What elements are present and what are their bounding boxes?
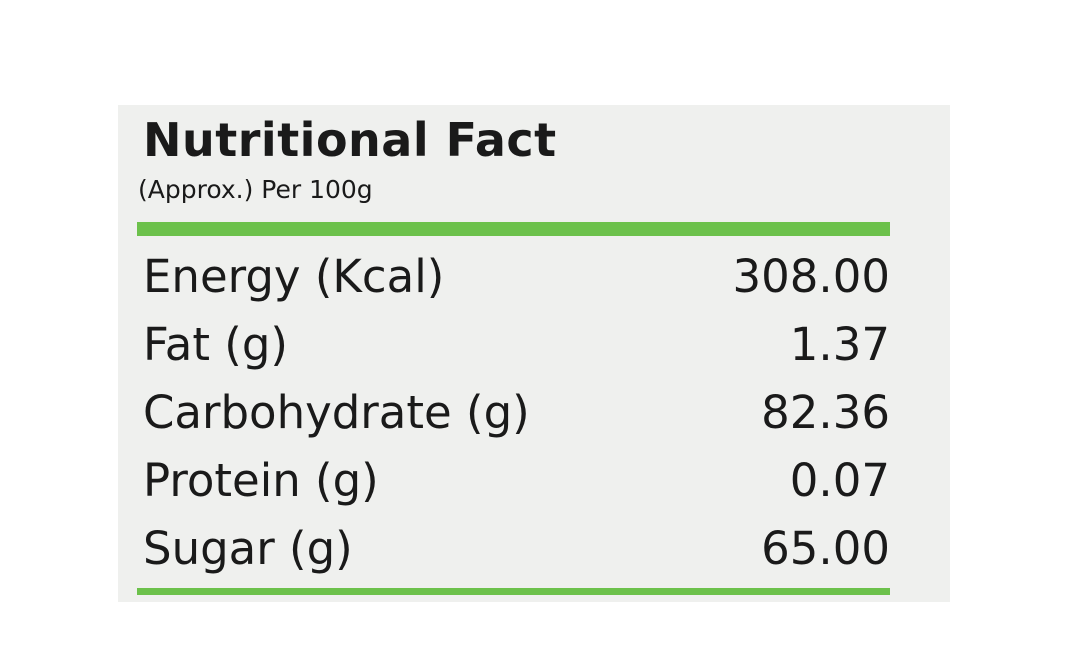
- nutrient-value: 0.07: [789, 454, 890, 507]
- table-row: Energy (Kcal) 308.00: [143, 250, 890, 310]
- table-row: Protein (g) 0.07: [143, 454, 890, 514]
- nutrient-value: 308.00: [732, 250, 890, 303]
- nutrient-name: Protein (g): [143, 454, 379, 507]
- table-row: Sugar (g) 65.00: [143, 522, 890, 582]
- nutrient-name: Fat (g): [143, 318, 288, 371]
- title: Nutritional Fact: [143, 113, 557, 167]
- nutrient-name: Carbohydrate (g): [143, 386, 530, 439]
- divider: [137, 222, 890, 236]
- table-row: Carbohydrate (g) 82.36: [143, 386, 890, 446]
- nutrition-panel: Nutritional Fact (Approx.) Per 100g Ener…: [118, 105, 950, 602]
- divider: [137, 588, 890, 595]
- subtitle: (Approx.) Per 100g: [138, 175, 373, 204]
- nutrient-value: 1.37: [789, 318, 890, 371]
- nutrient-value: 65.00: [761, 522, 890, 575]
- nutrient-name: Sugar (g): [143, 522, 353, 575]
- table-row: Fat (g) 1.37: [143, 318, 890, 378]
- nutrient-name: Energy (Kcal): [143, 250, 445, 303]
- nutrient-value: 82.36: [761, 386, 890, 439]
